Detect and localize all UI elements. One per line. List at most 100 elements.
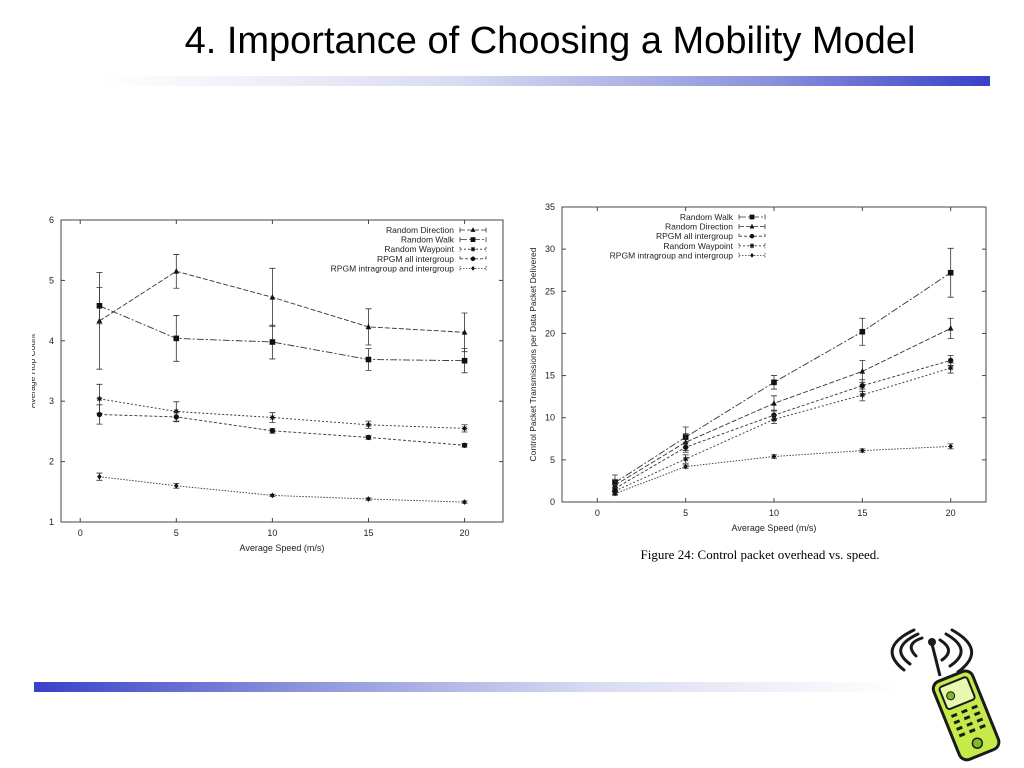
- chart1-data-point: [461, 425, 468, 432]
- chart1-data-point: [269, 339, 276, 345]
- chart1-data-point: [173, 408, 180, 415]
- chart2-legend-marker: [749, 214, 755, 220]
- cell-phone-icon: [890, 628, 1001, 762]
- control-overhead-chart: 0 5 10 15 20 0 5 10 15 20 25 30 35 Average Speed (m/s…: [528, 202, 987, 533]
- chart2-legend-marker: [749, 243, 755, 249]
- chart1-data-point: [461, 357, 468, 364]
- chart2-legend-marker: [749, 233, 755, 239]
- chart1-data-point: [173, 268, 180, 274]
- chart1-ylabel: Average Hop Count: [32, 333, 37, 408]
- chart1-xtick-label: 0: [78, 528, 83, 538]
- chart1-data-point: [96, 411, 103, 418]
- chart1-data-point: [270, 492, 275, 499]
- chart1-legend-label: Random Direction: [386, 225, 454, 235]
- title-gradient-bar: [100, 76, 990, 86]
- chart1-legend-label: Random Waypoint: [384, 244, 454, 254]
- chart1-data-point: [174, 482, 179, 489]
- chart1-data-point: [365, 356, 372, 363]
- chart2-series-line: [614, 445, 951, 495]
- slide-title: 4. Importance of Choosing a Mobility Mod…: [184, 20, 916, 62]
- chart1-legend-label: RPGM all intergroup: [377, 254, 454, 264]
- chart1-legend-label: Random Walk: [401, 235, 455, 245]
- chart2-data-point: [859, 328, 866, 335]
- chart1-data-point: [269, 428, 276, 434]
- hop-count-chart: 0 5 10 15 20 1 2 3 4 5 6 Average Speed (m/s) Average…: [32, 215, 504, 553]
- chart2-legend-label: RPGM all intergroup: [656, 231, 733, 241]
- chart1-legend-marker: [470, 256, 476, 262]
- chart2-data-point: [771, 379, 777, 386]
- chart2-legend-line: [738, 224, 766, 230]
- chart1-data-point: [96, 395, 103, 402]
- chart1-data-point: [173, 335, 180, 342]
- chart1-xtick-label: 10: [267, 528, 277, 538]
- chart2-ytick-label: 20: [545, 328, 555, 338]
- chart2-legend-label: Random Walk: [680, 212, 734, 222]
- chart2-ytick-label: 35: [545, 202, 555, 212]
- chart2-data-point: [683, 444, 689, 450]
- chart1-ytick-label: 5: [49, 275, 54, 285]
- chart2-legend-label: Random Direction: [665, 222, 733, 232]
- figure-caption: Figure 24: Control packet overhead vs. s…: [640, 547, 880, 562]
- chart2-data-point: [947, 269, 954, 276]
- chart2-ytick-label: 5: [550, 455, 555, 465]
- chart2-data-point: [771, 453, 777, 460]
- chart2-xtick-label: 20: [946, 508, 956, 518]
- chart1-ytick-label: 6: [49, 215, 54, 225]
- chart2-legend-marker: [749, 223, 755, 229]
- chart1-data-point: [269, 294, 276, 300]
- chart2-xtick-label: 0: [595, 508, 600, 518]
- chart1-legend-marker: [470, 237, 476, 242]
- chart2-series-rpgm-all-intergroup: [612, 354, 954, 494]
- chart2-ytick-label: 10: [545, 413, 555, 423]
- chart1-legend-label: RPGM intragroup and intergroup: [331, 263, 455, 273]
- chart2-ytick-label: 25: [545, 286, 555, 296]
- chart2-xtick-label: 5: [683, 508, 688, 518]
- chart1-legend-line: [459, 227, 487, 233]
- chart2-ytick-label: 0: [550, 497, 555, 507]
- chart2-series-random-walk: [612, 247, 954, 491]
- chart2-series-random-waypoint: [612, 362, 954, 495]
- chart1-data-point: [366, 496, 371, 502]
- chart2-data-point: [860, 447, 865, 454]
- chart2-ylabel: Control Packet Transmissions per Data Pa…: [528, 247, 538, 461]
- chart2-data-point: [682, 438, 689, 445]
- chart1-series-line: [99, 305, 465, 362]
- chart1-series-random-waypoint: [96, 383, 468, 433]
- chart2-data-point: [859, 383, 865, 389]
- chart1-series-line: [99, 270, 465, 333]
- chart1-ytick-label: 2: [49, 457, 54, 467]
- chart2-data-point: [682, 456, 689, 462]
- chart2-data-point: [947, 325, 954, 331]
- chart1-ytick-label: 4: [49, 336, 54, 346]
- chart2-data-point: [771, 400, 777, 406]
- chart1-xtick-label: 15: [363, 528, 373, 538]
- chart1-series-line: [99, 414, 465, 446]
- chart1-data-point: [365, 421, 372, 428]
- chart1-xtick-label: 20: [460, 528, 470, 538]
- chart1-series-rpgm-intragroup-and-intergroup: [96, 472, 468, 505]
- chart1-legend-marker: [471, 266, 475, 271]
- chart2-series-rpgm-intragroup-and-intergroup: [612, 443, 954, 497]
- chart2-ytick-label: 15: [545, 371, 555, 381]
- chart2-ytick-label: 30: [545, 244, 555, 254]
- chart1-data-point: [173, 414, 179, 420]
- chart2-series-line: [614, 327, 951, 486]
- chart2-xtick-label: 10: [769, 508, 779, 518]
- chart2-series-random-direction: [612, 317, 954, 492]
- chart2-data-point: [947, 365, 954, 371]
- chart1-legend-marker: [470, 246, 476, 252]
- chart1-data-point: [461, 442, 468, 448]
- footer-gradient-bar: [34, 682, 900, 692]
- chart2-xlabel: Average Speed (m/s): [732, 523, 817, 533]
- chart2-data-point: [612, 490, 618, 497]
- chart1-legend-marker: [470, 227, 476, 232]
- chart1-xlabel: Average Speed (m/s): [240, 543, 325, 553]
- chart1-series-line: [99, 476, 465, 503]
- chart1-data-point: [461, 329, 468, 335]
- chart2-xtick-label: 15: [857, 508, 867, 518]
- chart1-plot-frame: [60, 219, 504, 523]
- chart2-data-point: [771, 416, 777, 423]
- chart1-xtick-label: 5: [174, 528, 179, 538]
- chart1-data-point: [365, 434, 372, 441]
- chart1-series-line: [99, 398, 465, 429]
